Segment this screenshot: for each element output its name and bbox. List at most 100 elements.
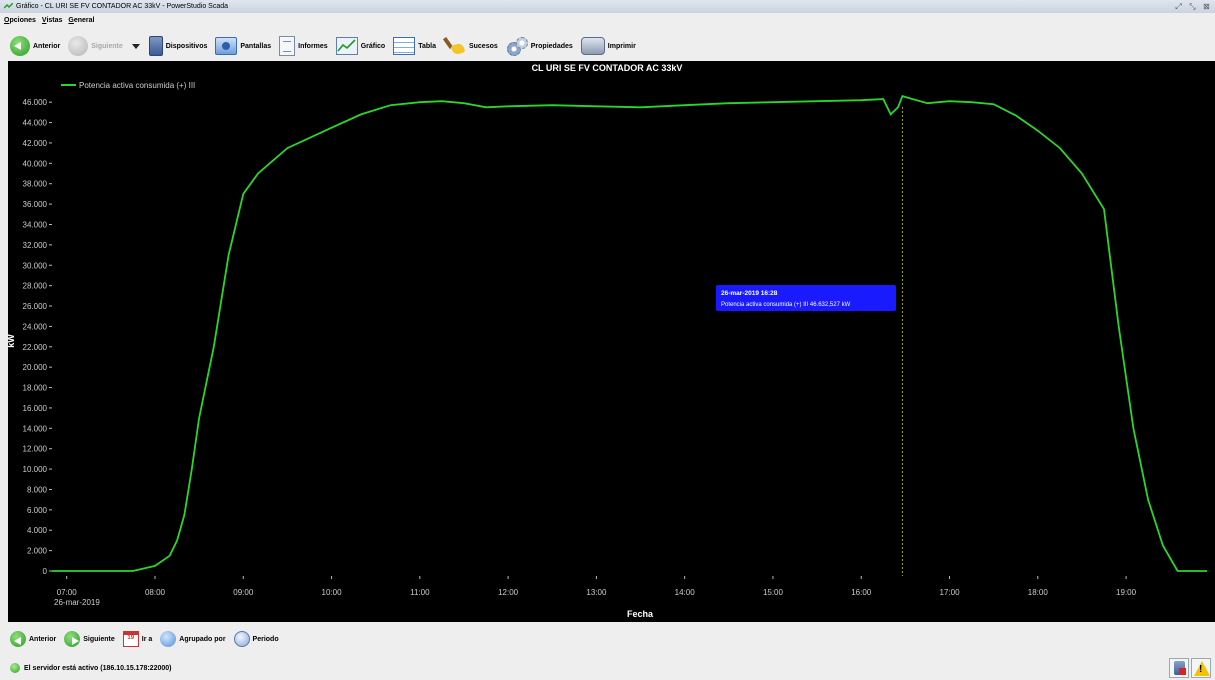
gears-icon [506,36,528,56]
y-axis: 0 2.000 4.000 6.000 8.000 10.000 12.000 14.000 1… [23,98,52,576]
navigation-bar: Anterior Siguiente 19 Ir a Agrupado por … [0,627,1215,651]
menu-general[interactable]: General [68,17,95,24]
window-title: Gráfico - CL URI SE FV CONTADOR AC 33kV … [16,3,229,10]
maximize-icon[interactable]: ⤡ [1189,2,1196,11]
y-tick-label: 12.000 [23,445,48,454]
events-button[interactable]: Sucesos [444,36,498,56]
screens-label: Pantallas [240,42,272,50]
y-tick-label: 44.000 [23,119,48,128]
properties-button[interactable]: Propiedades [506,36,573,56]
events-label: Sucesos [468,42,498,50]
tooltip-box [716,285,896,311]
nav-back-button[interactable]: Anterior [10,631,56,647]
chart-icon [335,37,358,55]
close-icon[interactable]: ⊠ [1203,2,1210,11]
warning-icon[interactable] [1191,658,1211,678]
y-tick-label: 46.000 [23,98,48,107]
devices-label: Dispositivos [165,42,208,50]
tooltip-value: Potencia activa consumida (+) III 46.632… [721,302,851,308]
y-tick-label: 18.000 [23,384,48,393]
restore-icon[interactable]: ⤢ [1175,2,1182,11]
reports-label: Informes [298,42,328,50]
y-tick-label: 14.000 [23,424,48,433]
y-tick-label: 6.000 [27,506,48,515]
period-button[interactable]: Periodo [233,631,279,647]
back-button[interactable]: Anterior [10,36,60,56]
menu-opciones[interactable]: Opciones [4,17,36,24]
y-tick-label: 16.000 [23,404,48,413]
toolbar: Anterior Siguiente Dispositivos Pantalla… [0,31,1215,61]
menu-bar: Opciones Vistas General [0,13,1215,28]
print-button[interactable]: Imprimir [580,37,636,55]
broom-icon [444,36,466,56]
arrow-left-icon [10,36,30,56]
screen-icon [215,37,238,55]
group-icon [160,631,177,647]
reports-button[interactable]: Informes [279,36,328,56]
chart-panel[interactable]: CL URI SE FV CONTADOR AC 33kV Potencia a… [8,61,1215,622]
printer-icon [580,37,605,55]
clock-icon [233,631,250,647]
devices-button[interactable]: Dispositivos [148,36,208,56]
calendar-icon: 19 [122,631,139,647]
y-tick-label: 4.000 [27,526,48,535]
y-tick-label: 32.000 [23,241,48,250]
screens-button[interactable]: Pantallas [215,37,271,55]
arrow-right-icon [68,36,89,56]
x-tick-label: 09:00 [233,588,254,597]
arrow-left-icon [10,631,26,647]
nav-back-label: Anterior [29,635,57,643]
back-label: Anterior [33,42,61,50]
x-tick-label: 19:00 [1116,588,1137,597]
y-tick-label: 22.000 [23,343,48,352]
y-tick-label: 40.000 [23,159,48,168]
group-by-label: Agrupado por [179,635,226,643]
tooltip-date: 26-mar-2019 16:28 [721,290,778,297]
power-chart[interactable]: CL URI SE FV CONTADOR AC 33kV Potencia a… [8,61,1215,622]
table-icon [393,37,416,55]
status-bar: El servidor está activo (186.10.15.178:2… [0,656,1215,680]
y-tick-label: 34.000 [23,220,48,229]
goto-label: Ir a [141,635,153,643]
nav-next-label: Siguiente [83,635,115,643]
table-button[interactable]: Tabla [393,37,436,55]
nav-next-button[interactable]: Siguiente [64,631,115,647]
app-icon [3,1,14,11]
x-tick-label: 08:00 [145,588,166,597]
next-label: Siguiente [91,42,123,50]
x-tick-label: 14:00 [675,588,696,597]
y-tick-label: 38.000 [23,180,48,189]
chart-button[interactable]: Gráfico [335,37,386,55]
history-dropdown[interactable] [131,41,141,51]
x-axis-label: Fecha [627,609,654,619]
device-icon [148,36,163,56]
server-status-icon [10,663,20,673]
y-tick-label: 26.000 [23,302,48,311]
device-alarm-icon[interactable] [1169,658,1189,678]
arrow-right-icon [64,631,81,647]
x-tick-label: 15:00 [763,588,784,597]
y-tick-label: 8.000 [27,485,48,494]
chart-label: Gráfico [360,42,386,50]
x-date-label: 26-mar-2019 [54,598,100,607]
y-tick-label: 42.000 [23,139,48,148]
x-tick-label: 11:00 [410,588,430,597]
print-label: Imprimir [607,42,636,50]
x-tick-label: 13:00 [586,588,607,597]
y-tick-label: 20.000 [23,363,48,372]
goto-button[interactable]: 19 Ir a [122,631,153,647]
x-axis: 07:00 08:00 09:00 10:00 11:00 12:00 13:00 14:00… [57,576,1137,597]
next-button[interactable]: Siguiente [68,36,123,56]
group-by-button[interactable]: Agrupado por [160,631,226,647]
y-tick-label: 10.000 [23,465,48,474]
chevron-down-icon [131,41,141,51]
y-tick-label: 30.000 [23,261,48,270]
y-tick-label: 0 [43,567,48,576]
report-icon [279,36,296,56]
menu-vistas[interactable]: Vistas [41,17,63,24]
y-tick-label: 36.000 [23,200,48,209]
server-status-text: El servidor está activo (186.10.15.178:2… [24,664,172,672]
cursor-tooltip: 26-mar-2019 16:28 Potencia activa consum… [716,285,896,311]
chart-title: CL URI SE FV CONTADOR AC 33kV [532,63,683,73]
x-tick-label: 16:00 [851,588,872,597]
